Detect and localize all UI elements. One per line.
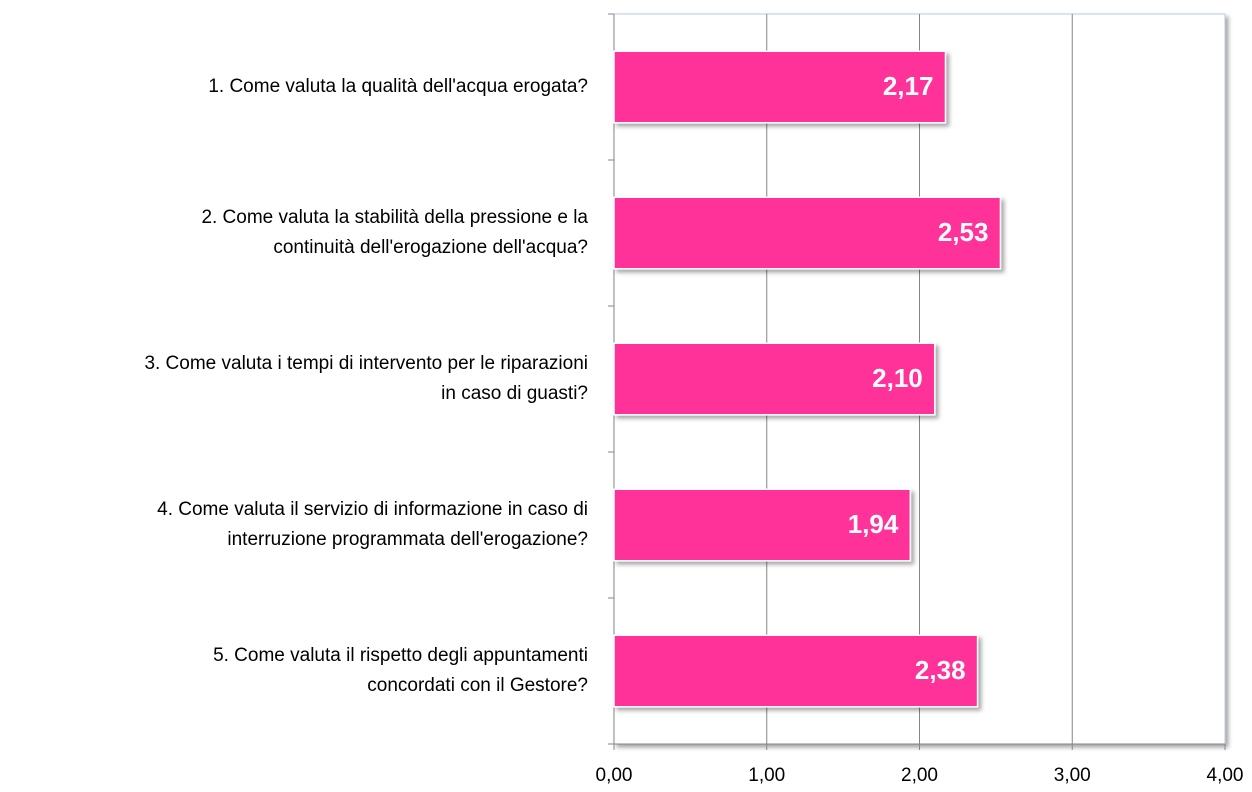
- category-label: continuità dell'erogazione dell'acqua?: [273, 237, 588, 258]
- data-label: 2,38: [915, 655, 966, 685]
- bar: [613, 50, 947, 124]
- data-label: 2,17: [883, 71, 934, 101]
- bar: [613, 634, 979, 708]
- x-tick-label: 1,00: [748, 765, 785, 786]
- data-label: 2,10: [872, 363, 923, 393]
- category-label: interruzione programmata dell'erogazione…: [227, 529, 588, 550]
- category-label: in caso di guasti?: [441, 383, 588, 404]
- data-label: 2,53: [938, 217, 989, 247]
- x-tick-label: 0,00: [596, 765, 633, 786]
- category-label: 1. Come valuta la qualità dell'acqua ero…: [208, 76, 588, 97]
- x-tick-label: 2,00: [901, 765, 938, 786]
- bar: [613, 342, 936, 416]
- category-label: 5. Come valuta il rispetto degli appunta…: [213, 645, 588, 666]
- category-label: concordati con il Gestore?: [367, 675, 588, 696]
- data-label: 1,94: [848, 509, 899, 539]
- category-label: 2. Come valuta la stabilità della pressi…: [201, 207, 588, 228]
- x-tick-label: 3,00: [1054, 765, 1091, 786]
- category-label: 3. Come valuta i tempi di intervento per…: [144, 353, 588, 374]
- x-tick-label: 4,00: [1207, 765, 1244, 786]
- bar: [613, 488, 912, 562]
- category-label: 4. Come valuta il servizio di informazio…: [157, 499, 588, 520]
- bar: [613, 196, 1002, 270]
